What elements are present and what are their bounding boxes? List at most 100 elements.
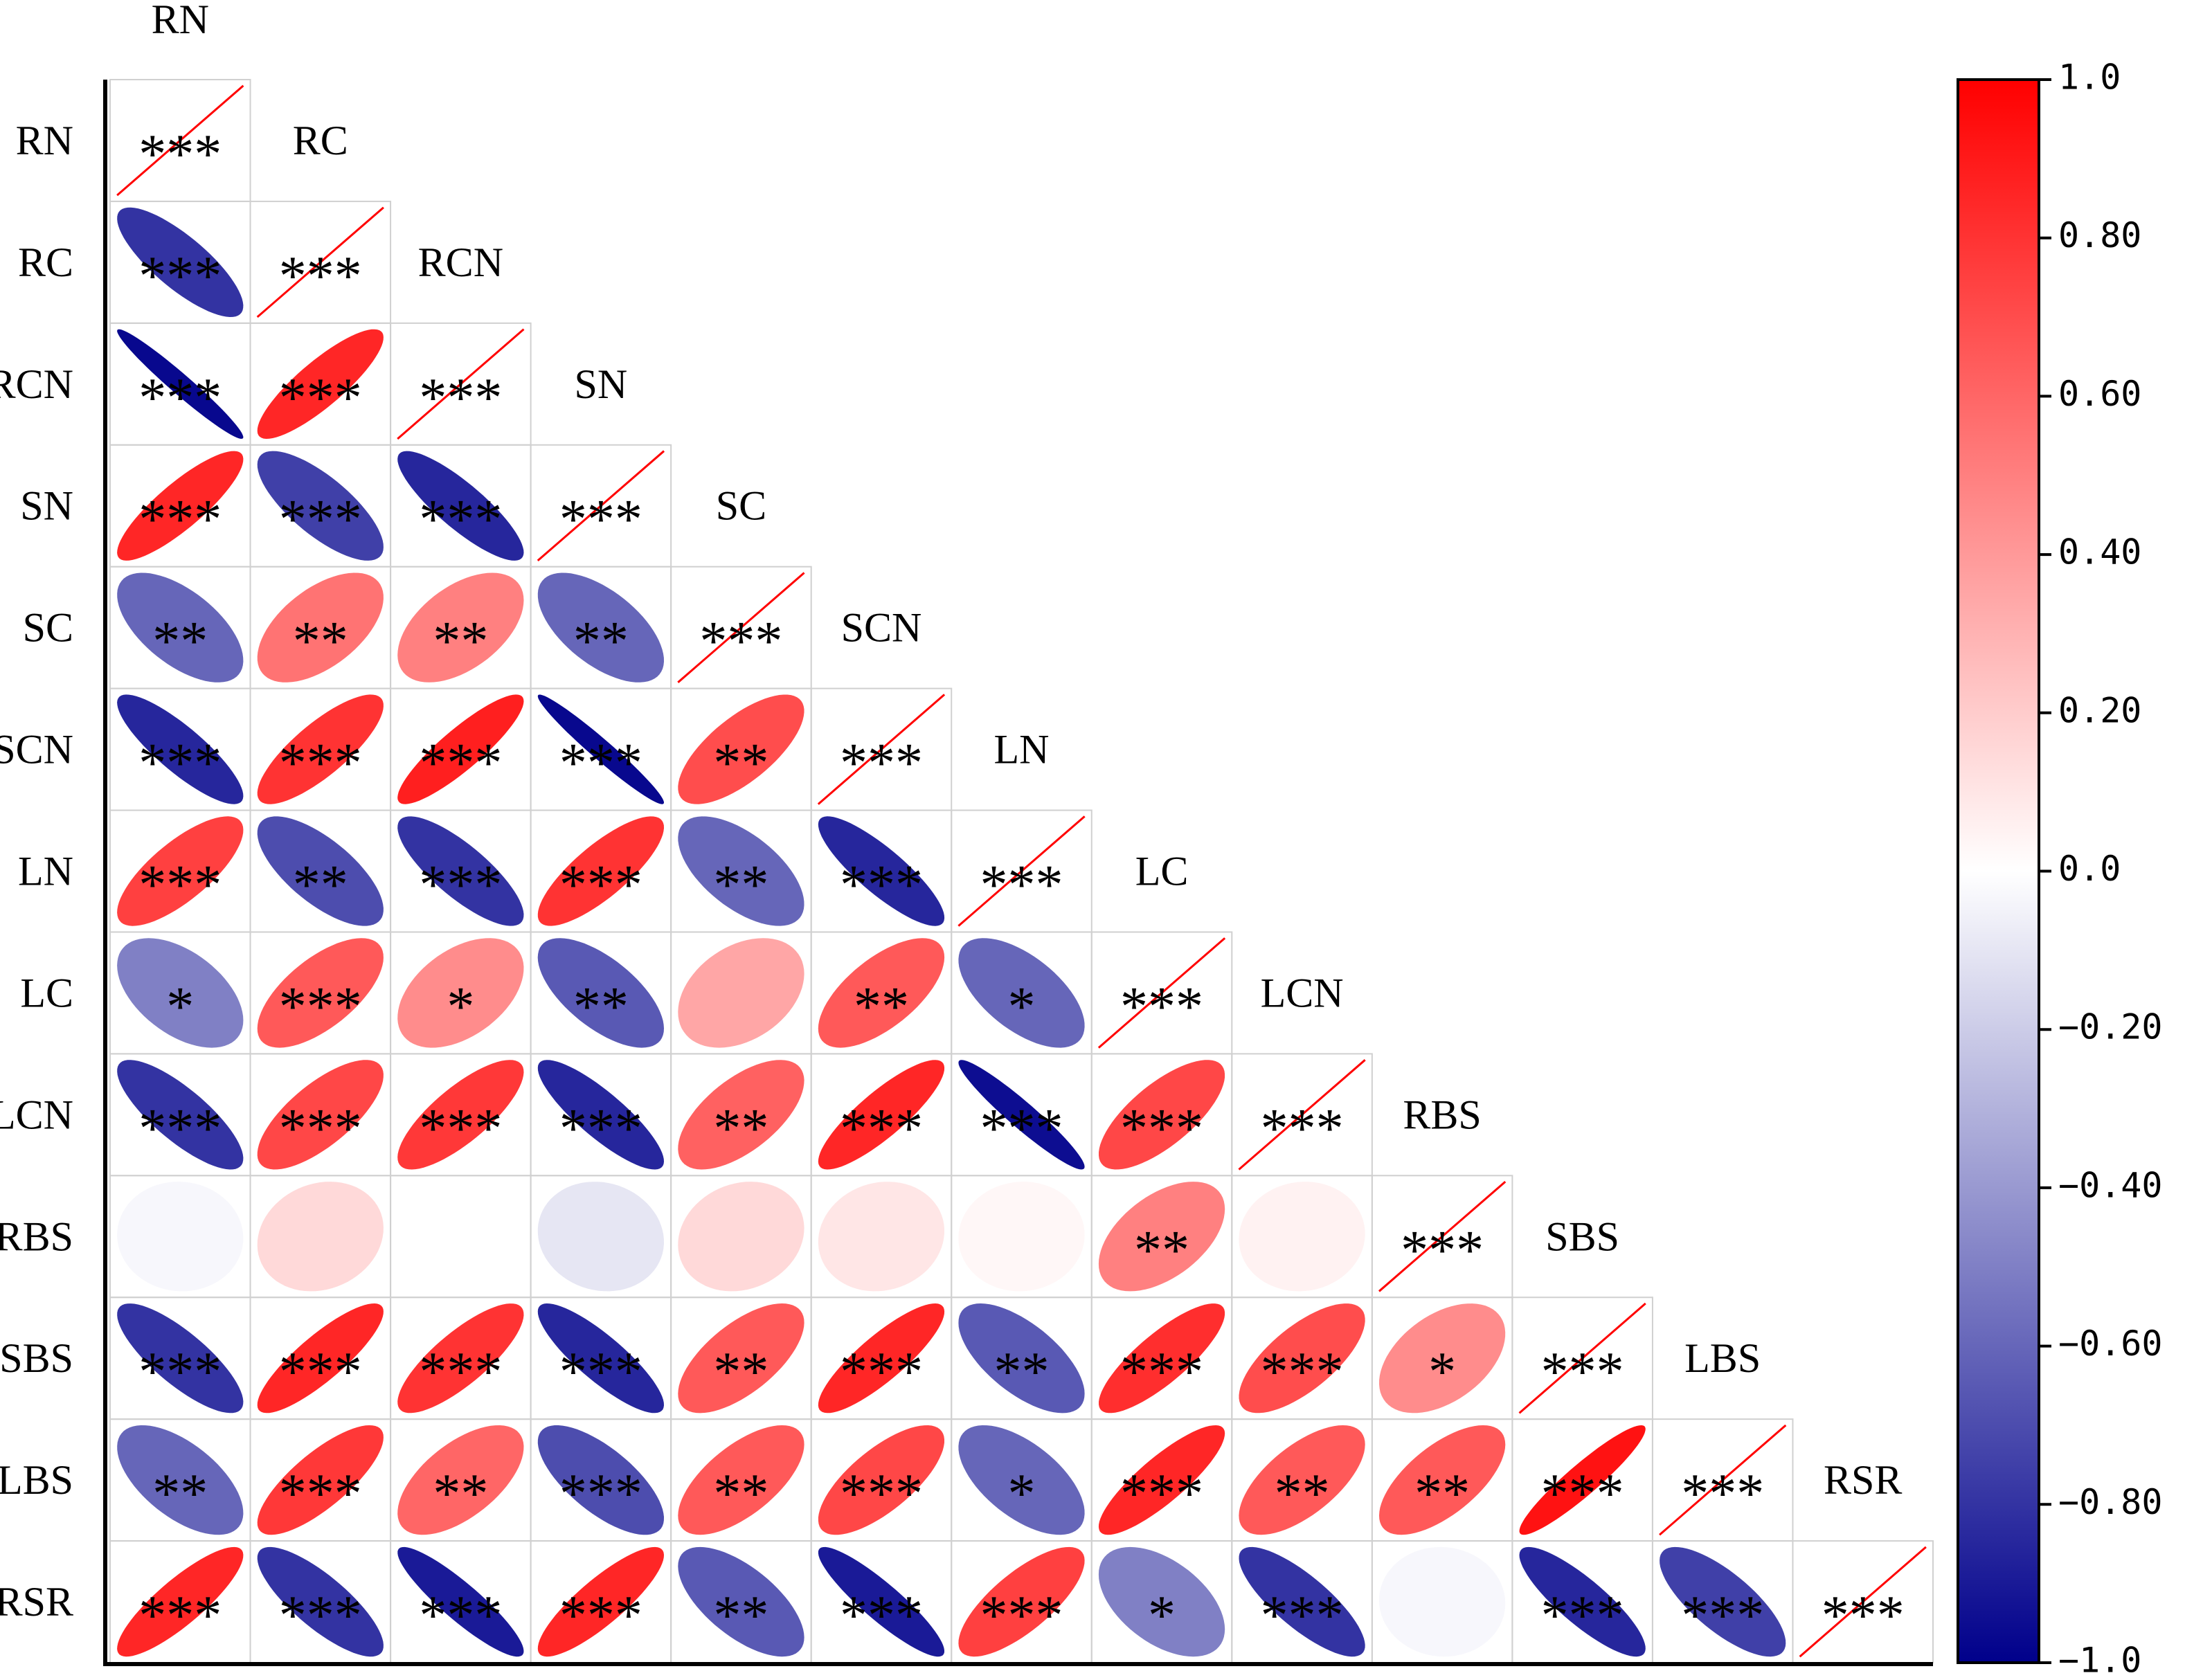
ellipse (537, 938, 664, 1048)
diagonal-line (677, 572, 805, 683)
significance-label: *** (138, 124, 222, 185)
significance-label: *** (1541, 1585, 1624, 1646)
significance-label: *** (559, 1585, 642, 1646)
ellipse (257, 1546, 384, 1657)
row-label: SN (20, 483, 73, 529)
significance-label: *** (138, 489, 222, 550)
significance-label: *** (279, 1342, 362, 1402)
ellipse (257, 329, 384, 439)
significance-label: *** (840, 1342, 923, 1402)
significance-label: ** (152, 611, 208, 672)
ellipse (537, 1060, 664, 1170)
significance-label: *** (279, 489, 362, 550)
ellipse (678, 1060, 804, 1170)
significance-label: *** (419, 1098, 502, 1159)
significance-label: * (447, 976, 474, 1037)
ellipse (678, 1182, 804, 1292)
ellipse (1519, 1425, 1646, 1535)
ellipse (397, 1303, 524, 1413)
ellipse (257, 1182, 384, 1292)
ellipse (537, 1425, 664, 1535)
ellipse (818, 1546, 944, 1657)
colorbar-tick-label: 1.0 (2058, 57, 2121, 98)
ellipse (678, 1546, 804, 1657)
ellipse (818, 1303, 945, 1413)
ellipse (958, 1425, 1085, 1535)
ellipse (537, 1546, 664, 1657)
significance-label: ** (994, 1342, 1050, 1402)
row-label: RSR (0, 1579, 73, 1625)
row-label: RCN (0, 361, 73, 407)
ellipse (818, 938, 945, 1048)
column-label: SBS (1545, 1213, 1619, 1259)
significance-label: *** (138, 855, 222, 916)
column-label: SN (575, 361, 628, 407)
ellipse (1239, 1303, 1365, 1413)
diagonal-line (1659, 1424, 1787, 1536)
ellipse (257, 694, 384, 804)
ellipse (117, 572, 244, 683)
significance-label: ** (854, 976, 909, 1037)
ellipse (818, 1425, 944, 1535)
significance-label: *** (1541, 1463, 1624, 1524)
ellipse (1098, 1425, 1225, 1535)
row-label: RBS (0, 1213, 73, 1259)
ellipse (117, 207, 244, 317)
significance-label: *** (980, 1098, 1063, 1159)
ellipse (117, 816, 244, 926)
ellipse (1379, 1303, 1506, 1413)
ellipse (537, 816, 664, 926)
significance-label: ** (573, 976, 629, 1037)
significance-label: *** (279, 1463, 362, 1524)
ellipse (1660, 1546, 1786, 1657)
significance-label: ** (293, 855, 348, 916)
ellipse (397, 938, 524, 1048)
significance-label: *** (279, 246, 362, 307)
column-label: LC (1135, 849, 1189, 894)
significance-label: *** (1120, 976, 1203, 1037)
ellipse (257, 1425, 384, 1535)
significance-label: *** (419, 733, 502, 794)
significance-label: * (1428, 1342, 1456, 1402)
ellipse (257, 1060, 384, 1170)
significance-label: *** (840, 855, 923, 916)
significance-label: *** (138, 1098, 222, 1159)
ellipse (1239, 1546, 1365, 1657)
significance-label: ** (433, 1463, 488, 1524)
significance-label: *** (138, 246, 222, 307)
ellipse (1098, 1182, 1225, 1292)
colorbar-tick-label: −0.60 (2058, 1324, 2163, 1364)
significance-label: ** (152, 1463, 208, 1524)
significance-label: ** (713, 1098, 768, 1159)
significance-label: *** (1822, 1585, 1905, 1646)
ellipse (397, 1546, 524, 1657)
ellipse (117, 451, 244, 561)
ellipse (537, 572, 664, 683)
ellipse (818, 1182, 944, 1292)
significance-label: ** (1414, 1463, 1470, 1524)
significance-label: ** (1275, 1463, 1330, 1524)
significance-label: *** (419, 855, 502, 916)
diagonal-line (397, 328, 525, 440)
ellipse (397, 816, 524, 926)
significance-label: ** (573, 611, 629, 672)
column-label: RN (152, 0, 209, 42)
ellipse (257, 1303, 384, 1413)
significance-label: *** (559, 855, 642, 916)
ellipse (1519, 1546, 1646, 1657)
colorbar-tick-label: −0.40 (2058, 1165, 2163, 1205)
significance-label: *** (840, 1098, 923, 1159)
ellipse (958, 1182, 1085, 1292)
significance-label: *** (1261, 1585, 1344, 1646)
colorbar-tick-label: −0.20 (2058, 1007, 2163, 1047)
ellipse (117, 694, 244, 804)
column-label: LBS (1684, 1335, 1761, 1381)
significance-label: *** (279, 368, 362, 428)
significance-label: *** (1681, 1463, 1764, 1524)
significance-label: *** (840, 733, 923, 794)
significance-label: *** (279, 733, 362, 794)
significance-label: *** (840, 1585, 923, 1646)
colorbar-tick-label: −1.0 (2058, 1641, 2141, 1680)
colorbar-tick-label: 0.0 (2058, 849, 2121, 889)
